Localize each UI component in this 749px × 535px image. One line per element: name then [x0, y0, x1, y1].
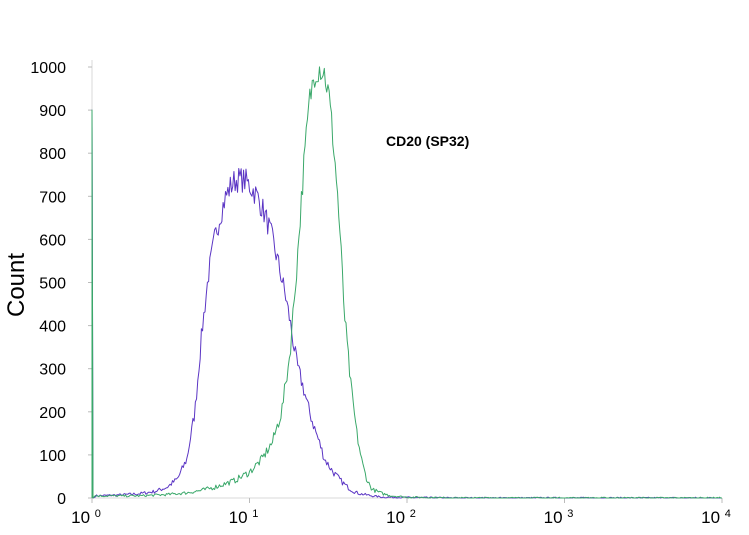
series-line-2	[91, 66, 722, 499]
x-tick-label: 10 3	[544, 508, 574, 527]
axes: 0 100 200 300 400 500 600 700 800 900 1000 10 0 10 1…	[30, 60, 731, 527]
y-tick-label: 900	[39, 103, 66, 120]
y-tick-label: 500	[39, 276, 66, 293]
y-tick-label: 400	[39, 319, 66, 336]
y-tick-label: 300	[39, 362, 66, 379]
y-axis-label: Count	[3, 253, 30, 317]
y-tick-label: 100	[39, 448, 66, 465]
x-tick-label: 10 0	[71, 508, 101, 527]
series-line-1	[91, 109, 722, 499]
annotation-label: CD20 (SP32)	[386, 133, 469, 149]
y-tick-label: 1000	[30, 60, 66, 77]
y-tick-label: 700	[39, 189, 66, 206]
x-tick-label: 10 4	[701, 508, 731, 527]
y-tick-label: 200	[39, 405, 66, 422]
y-tick-label: 600	[39, 232, 66, 249]
x-tick-label: 10 2	[386, 508, 416, 527]
y-tick-label: 800	[39, 146, 66, 163]
plot-area	[91, 66, 722, 499]
y-tick-label: 0	[57, 491, 66, 508]
x-tick-label: 10 1	[229, 508, 259, 527]
